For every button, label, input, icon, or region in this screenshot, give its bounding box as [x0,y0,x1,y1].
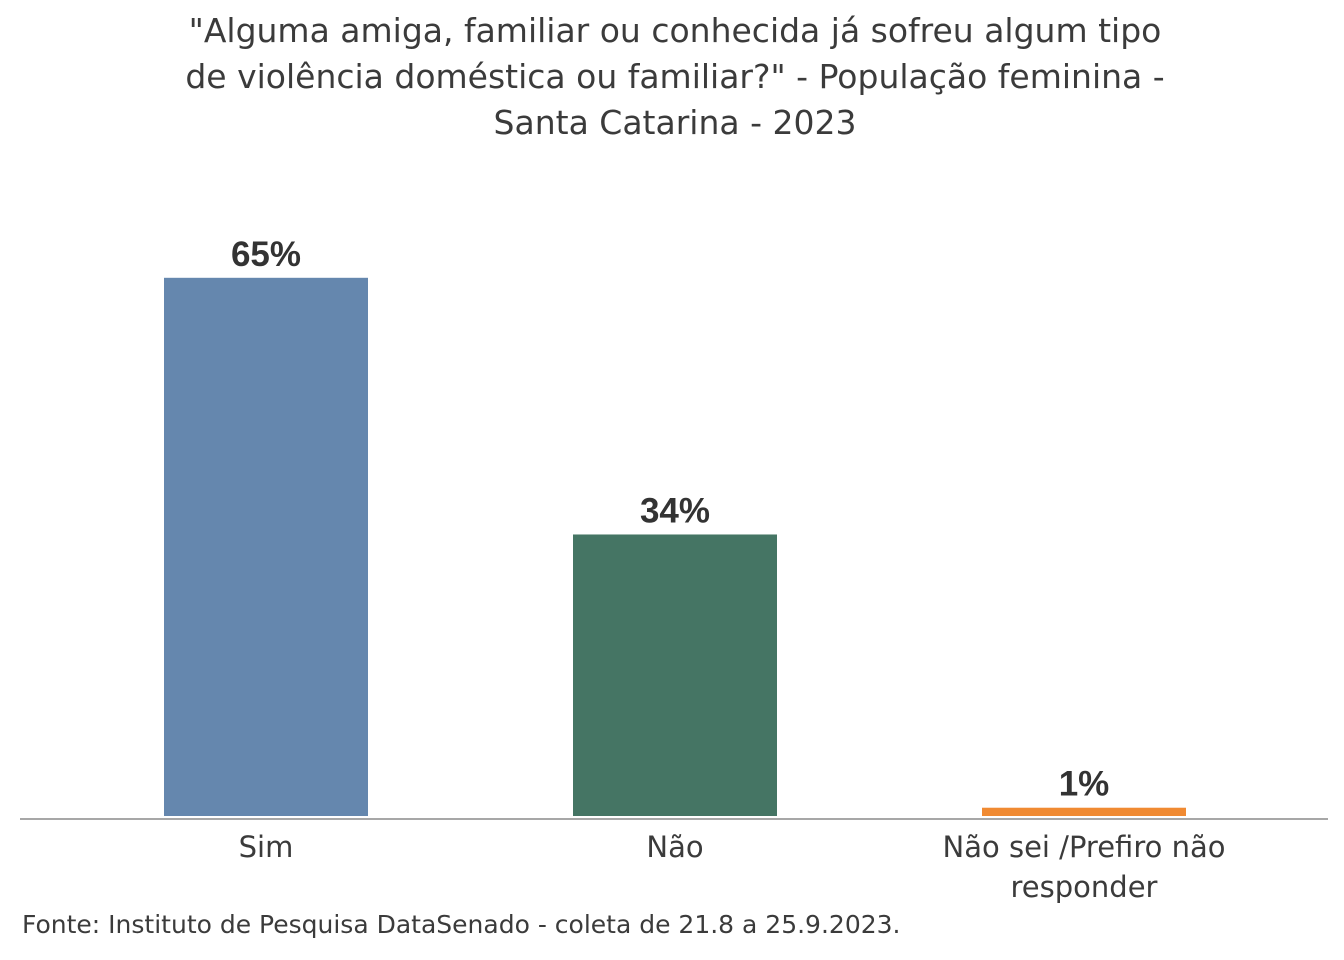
tick-label-2-line-1: responder [1011,870,1158,904]
chart-title-line-3: Santa Catarina - 2023 [493,103,857,142]
value-label-2: 1% [1059,765,1110,804]
bar-0 [164,277,368,816]
bar-1 [573,534,777,816]
tick-label-0: Sim [239,830,294,864]
value-label-1: 34% [640,491,710,530]
bars-group [164,277,1186,816]
bar-2 [982,807,1186,816]
chart-title-line-1: "Alguma amiga, familiar ou conhecida já … [188,11,1162,50]
tick-label-1: Não [646,830,703,864]
chart-title-line-2: de violência doméstica ou familiar?" - P… [185,57,1165,96]
source-note: Fonte: Instituto de Pesquisa DataSenado … [22,910,901,939]
value-label-0: 65% [231,235,301,274]
tick-labels-group: Sim Não Não sei /Prefiro não responder [239,830,1226,904]
chart-title: "Alguma amiga, familiar ou conhecida já … [120,8,1230,146]
value-labels-group: 65% 34% 1% [231,235,1109,804]
tick-label-2-line-0: Não sei /Prefiro não [943,830,1226,864]
